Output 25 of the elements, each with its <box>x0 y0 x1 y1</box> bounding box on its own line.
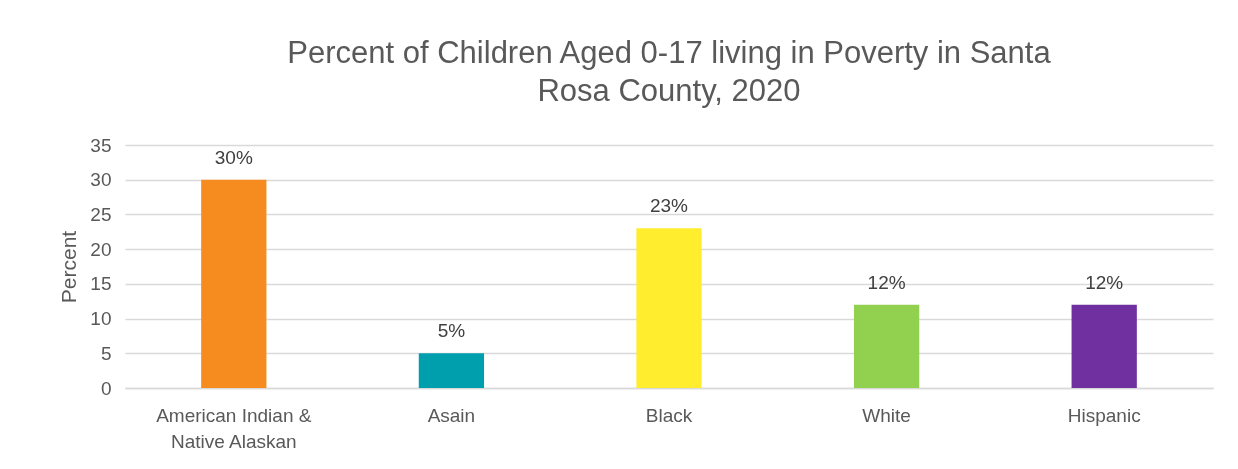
y-tick-label: 20 <box>90 238 112 260</box>
bar <box>201 179 267 388</box>
y-tick-label: 35 <box>90 134 112 156</box>
bar <box>418 353 485 388</box>
y-tick-label: 10 <box>90 308 112 330</box>
y-tick-label: 15 <box>90 273 112 295</box>
y-tick-label: 5 <box>100 342 112 364</box>
data-label: 30% <box>214 146 253 168</box>
y-tick-label: 0 <box>100 377 112 399</box>
bar <box>853 304 920 388</box>
x-tick-label: White <box>862 404 911 426</box>
bar <box>636 228 702 388</box>
y-tick-label: 25 <box>90 203 112 225</box>
data-label: 12% <box>867 271 906 293</box>
data-label: 23% <box>649 195 689 217</box>
x-tick-label: Hispanic <box>1067 404 1141 426</box>
data-label: 12% <box>1085 271 1124 293</box>
data-label: 5% <box>437 320 466 342</box>
y-tick-label: 30 <box>90 169 112 191</box>
y-axis-title: Percent <box>57 230 81 304</box>
chart-title: Percent of Children Aged 0-17 living in Poverty in Santa Rosa County, 2020 <box>287 35 1052 108</box>
x-tick-label: Asain <box>427 404 476 426</box>
x-tick-label: Black <box>645 404 693 426</box>
x-tick-label: American Indian & Native Alaskan <box>156 404 312 452</box>
bar <box>1071 304 1137 388</box>
